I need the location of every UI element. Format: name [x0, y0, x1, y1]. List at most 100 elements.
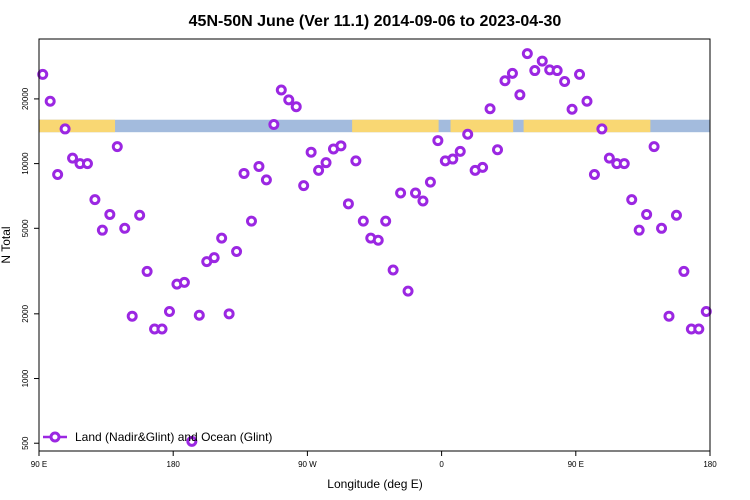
data-point [216, 232, 228, 244]
data-point [417, 195, 429, 207]
legend-entry-label: Land (Nadir&Glint) and Ocean (Glint) [75, 430, 272, 444]
data-point [208, 252, 220, 264]
data-point [574, 68, 586, 80]
data-point [305, 146, 317, 158]
data-point [357, 215, 369, 227]
y-tick-label: 1000 [21, 369, 30, 387]
x-tick-label: 90 W [298, 460, 317, 469]
data-point [492, 144, 504, 156]
data-point [529, 65, 541, 77]
y-tick-label: 20000 [21, 87, 30, 110]
data-point [253, 160, 265, 172]
data-point [268, 119, 280, 131]
legend: Land (Nadir&Glint) and Ocean (Glint) [43, 430, 272, 444]
data-point [290, 101, 302, 113]
data-point [104, 208, 116, 220]
chart-title: 45N-50N June (Ver 11.1) 2014-09-06 to 20… [189, 13, 562, 30]
land-band-segment [450, 119, 514, 133]
data-point [335, 140, 347, 152]
data-point [462, 128, 474, 140]
y-axis-label: N Total [0, 226, 13, 263]
data-point [298, 180, 310, 192]
data-point [678, 265, 690, 277]
data-point [178, 276, 190, 288]
legend-marker [49, 431, 61, 443]
data-point [424, 176, 436, 188]
data-point [37, 68, 49, 80]
data-point [551, 65, 563, 77]
data-point [559, 76, 571, 88]
data-point [350, 155, 362, 167]
x-axis-label: Longitude (deg E) [327, 477, 422, 491]
data-point [320, 157, 332, 169]
y-tick-label: 5000 [21, 219, 30, 237]
data-point [536, 55, 548, 67]
data-point [581, 95, 593, 107]
land-band-segment [523, 119, 651, 133]
data-point [656, 222, 668, 234]
data-point [380, 215, 392, 227]
data-point [447, 153, 459, 165]
data-point [663, 310, 675, 322]
data-point [402, 285, 414, 297]
data-point [238, 167, 250, 179]
x-tick-label: 180 [167, 460, 181, 469]
data-point [514, 89, 526, 101]
data-point [52, 168, 64, 180]
data-point [484, 103, 496, 115]
data-point [499, 75, 511, 87]
data-point [193, 309, 205, 321]
land-band-segment [352, 119, 439, 133]
data-point [67, 152, 79, 164]
data-point [313, 164, 325, 176]
data-point [603, 152, 615, 164]
data-point [372, 234, 384, 246]
x-axis: 90 E 180 90 W 0 90 E 180 [31, 451, 717, 469]
data-point [260, 174, 272, 186]
land-ocean-band [39, 119, 710, 133]
data-point [633, 224, 645, 236]
data-point [163, 306, 175, 318]
data-point [275, 84, 287, 96]
data-point [588, 168, 600, 180]
y-axis: 500 1000 2000 5000 10000 20000 [21, 87, 39, 450]
data-point [96, 224, 108, 236]
data-point [387, 264, 399, 276]
y-tick-label: 2000 [21, 304, 30, 322]
data-point [566, 103, 578, 115]
data-point [231, 245, 243, 257]
data-point [134, 209, 146, 221]
data-point [432, 135, 444, 147]
data-point [89, 194, 101, 206]
data-point [410, 187, 422, 199]
data-point [596, 123, 608, 135]
land-band-segment [39, 119, 116, 133]
data-point [477, 161, 489, 173]
x-tick-label: 0 [439, 460, 444, 469]
y-tick-label: 10000 [21, 152, 30, 175]
data-point [141, 265, 153, 277]
data-point [119, 222, 131, 234]
data-point [126, 310, 138, 322]
data-point [186, 435, 198, 447]
data-point [59, 123, 71, 135]
data-point [700, 306, 712, 318]
data-point [156, 323, 168, 335]
data-point [618, 158, 630, 170]
data-point [223, 308, 235, 320]
plot-frame [38, 38, 711, 452]
data-point [342, 198, 354, 210]
data-point [641, 208, 653, 220]
x-tick-label: 90 E [31, 460, 47, 469]
data-point [81, 158, 93, 170]
data-point [506, 67, 518, 79]
x-tick-label: 90 E [568, 460, 584, 469]
data-point [670, 209, 682, 221]
data-point [626, 194, 638, 206]
data-point [454, 145, 466, 157]
data-point [395, 187, 407, 199]
data-point [648, 141, 660, 153]
data-point [44, 95, 56, 107]
y-tick-label: 500 [21, 436, 30, 450]
